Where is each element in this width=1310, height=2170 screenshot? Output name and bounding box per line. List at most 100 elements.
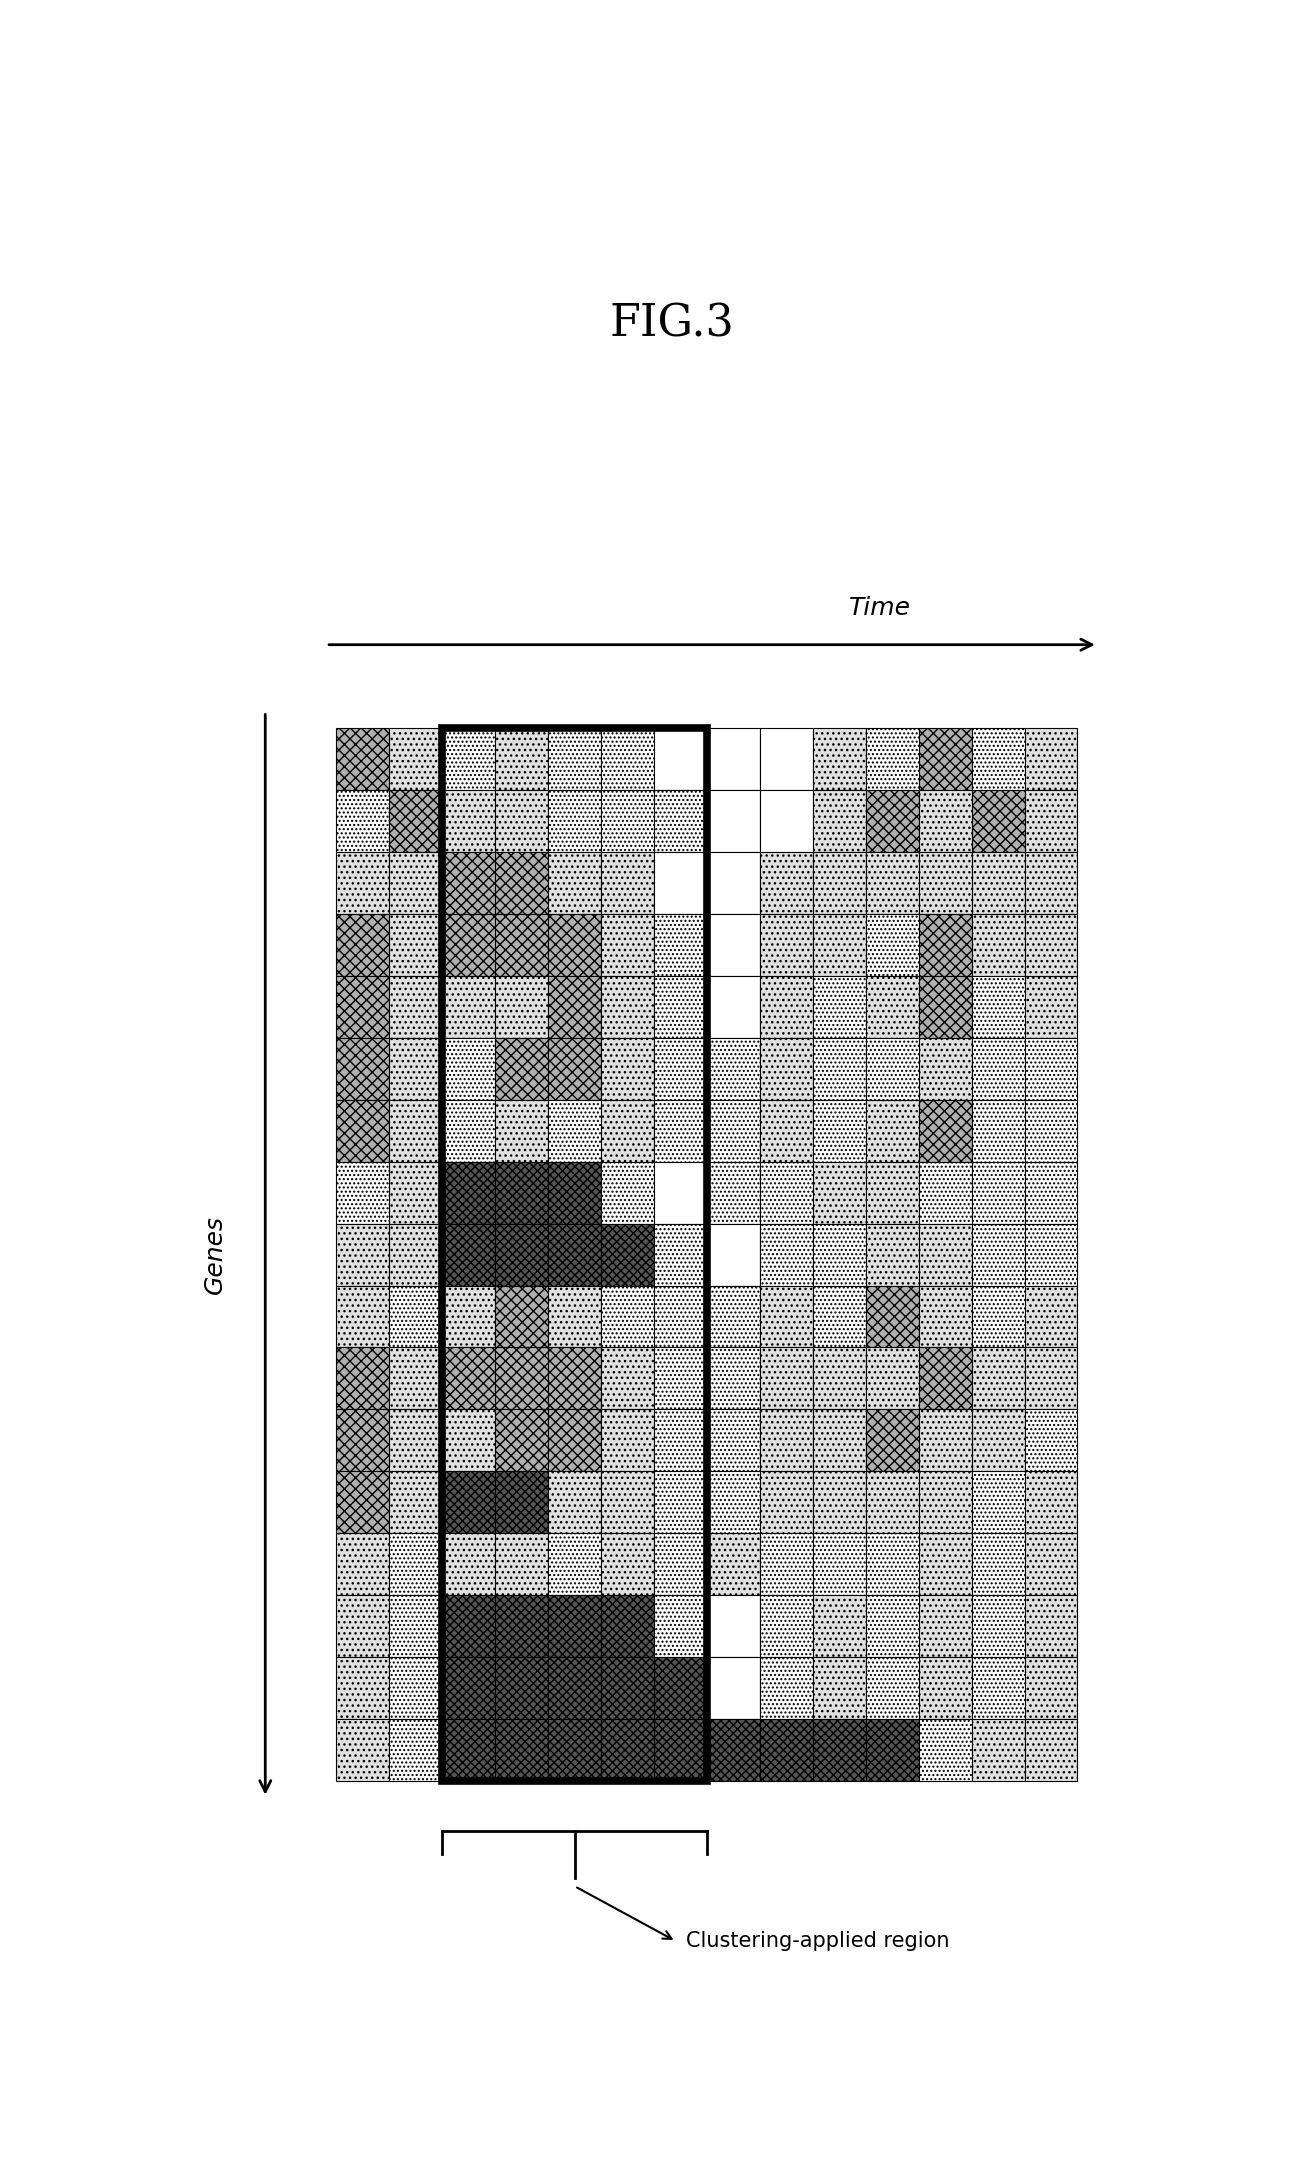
Bar <box>389 1161 443 1224</box>
Bar <box>1024 853 1077 914</box>
Text: Clustering-applied region: Clustering-applied region <box>686 1931 950 1951</box>
Bar <box>443 1408 495 1471</box>
Bar <box>654 1595 707 1658</box>
Bar <box>866 1161 918 1224</box>
Bar <box>707 1161 760 1224</box>
Bar <box>760 1658 812 1719</box>
Bar <box>707 1224 760 1285</box>
Bar <box>654 1658 707 1719</box>
Bar <box>707 1719 760 1782</box>
Bar <box>495 1348 548 1408</box>
Bar <box>707 1658 760 1719</box>
Bar <box>1024 729 1077 790</box>
Bar <box>1024 1161 1077 1224</box>
Bar <box>601 1161 654 1224</box>
Bar <box>707 1534 760 1595</box>
Bar <box>918 1224 972 1285</box>
Bar <box>707 729 760 790</box>
Bar <box>495 1100 548 1161</box>
Bar <box>389 976 443 1037</box>
Bar <box>972 1595 1024 1658</box>
Bar <box>443 1224 495 1285</box>
Bar <box>866 1224 918 1285</box>
Bar <box>654 976 707 1037</box>
Bar <box>337 1595 389 1658</box>
Bar <box>972 1719 1024 1782</box>
Bar <box>760 1037 812 1100</box>
Bar <box>760 1719 812 1782</box>
Bar <box>443 790 495 853</box>
Bar <box>918 1595 972 1658</box>
Bar <box>337 853 389 914</box>
Bar <box>1024 1534 1077 1595</box>
Bar <box>601 1224 654 1285</box>
Bar <box>1024 1408 1077 1471</box>
Bar <box>812 1224 866 1285</box>
Bar <box>548 1037 601 1100</box>
Bar <box>337 1719 389 1782</box>
Bar <box>601 729 654 790</box>
Bar <box>918 1037 972 1100</box>
Bar <box>1024 1595 1077 1658</box>
Bar <box>443 853 495 914</box>
Bar <box>760 1534 812 1595</box>
Bar <box>654 914 707 976</box>
Bar <box>918 1471 972 1534</box>
Bar <box>760 1224 812 1285</box>
Bar <box>707 1100 760 1161</box>
Bar <box>601 1348 654 1408</box>
Bar <box>495 853 548 914</box>
Bar <box>918 853 972 914</box>
Bar <box>495 1658 548 1719</box>
Bar <box>760 976 812 1037</box>
Bar <box>812 1658 866 1719</box>
Bar <box>918 1100 972 1161</box>
Bar <box>443 729 495 790</box>
Bar <box>760 790 812 853</box>
Bar <box>495 790 548 853</box>
Bar <box>918 1719 972 1782</box>
Bar <box>866 1408 918 1471</box>
Bar <box>548 729 601 790</box>
Bar <box>601 1408 654 1471</box>
Bar <box>495 1534 548 1595</box>
Bar <box>389 1348 443 1408</box>
Bar <box>654 1100 707 1161</box>
Bar <box>760 1471 812 1534</box>
Text: FIG.3: FIG.3 <box>609 302 734 345</box>
Bar <box>443 1658 495 1719</box>
Bar <box>389 1285 443 1348</box>
Bar <box>1024 914 1077 976</box>
Bar <box>1024 1471 1077 1534</box>
Bar <box>389 729 443 790</box>
Bar <box>337 914 389 976</box>
Bar <box>1024 1719 1077 1782</box>
Bar <box>812 1100 866 1161</box>
Bar <box>972 853 1024 914</box>
Bar <box>1024 1037 1077 1100</box>
Bar <box>601 790 654 853</box>
Bar <box>495 1595 548 1658</box>
Bar <box>443 1100 495 1161</box>
Bar <box>812 1471 866 1534</box>
Bar <box>760 1348 812 1408</box>
Bar <box>812 1161 866 1224</box>
Bar <box>495 1161 548 1224</box>
Bar <box>654 1285 707 1348</box>
Bar <box>389 1595 443 1658</box>
Bar <box>548 1658 601 1719</box>
Bar <box>337 790 389 853</box>
Bar <box>548 1595 601 1658</box>
Bar <box>601 1037 654 1100</box>
Bar <box>389 1224 443 1285</box>
Bar <box>866 729 918 790</box>
Bar <box>1024 1348 1077 1408</box>
Bar <box>918 1285 972 1348</box>
Bar <box>972 1037 1024 1100</box>
Bar <box>601 976 654 1037</box>
Bar <box>972 976 1024 1037</box>
Bar <box>548 914 601 976</box>
Bar <box>972 1471 1024 1534</box>
Bar <box>866 1285 918 1348</box>
Bar <box>548 1161 601 1224</box>
